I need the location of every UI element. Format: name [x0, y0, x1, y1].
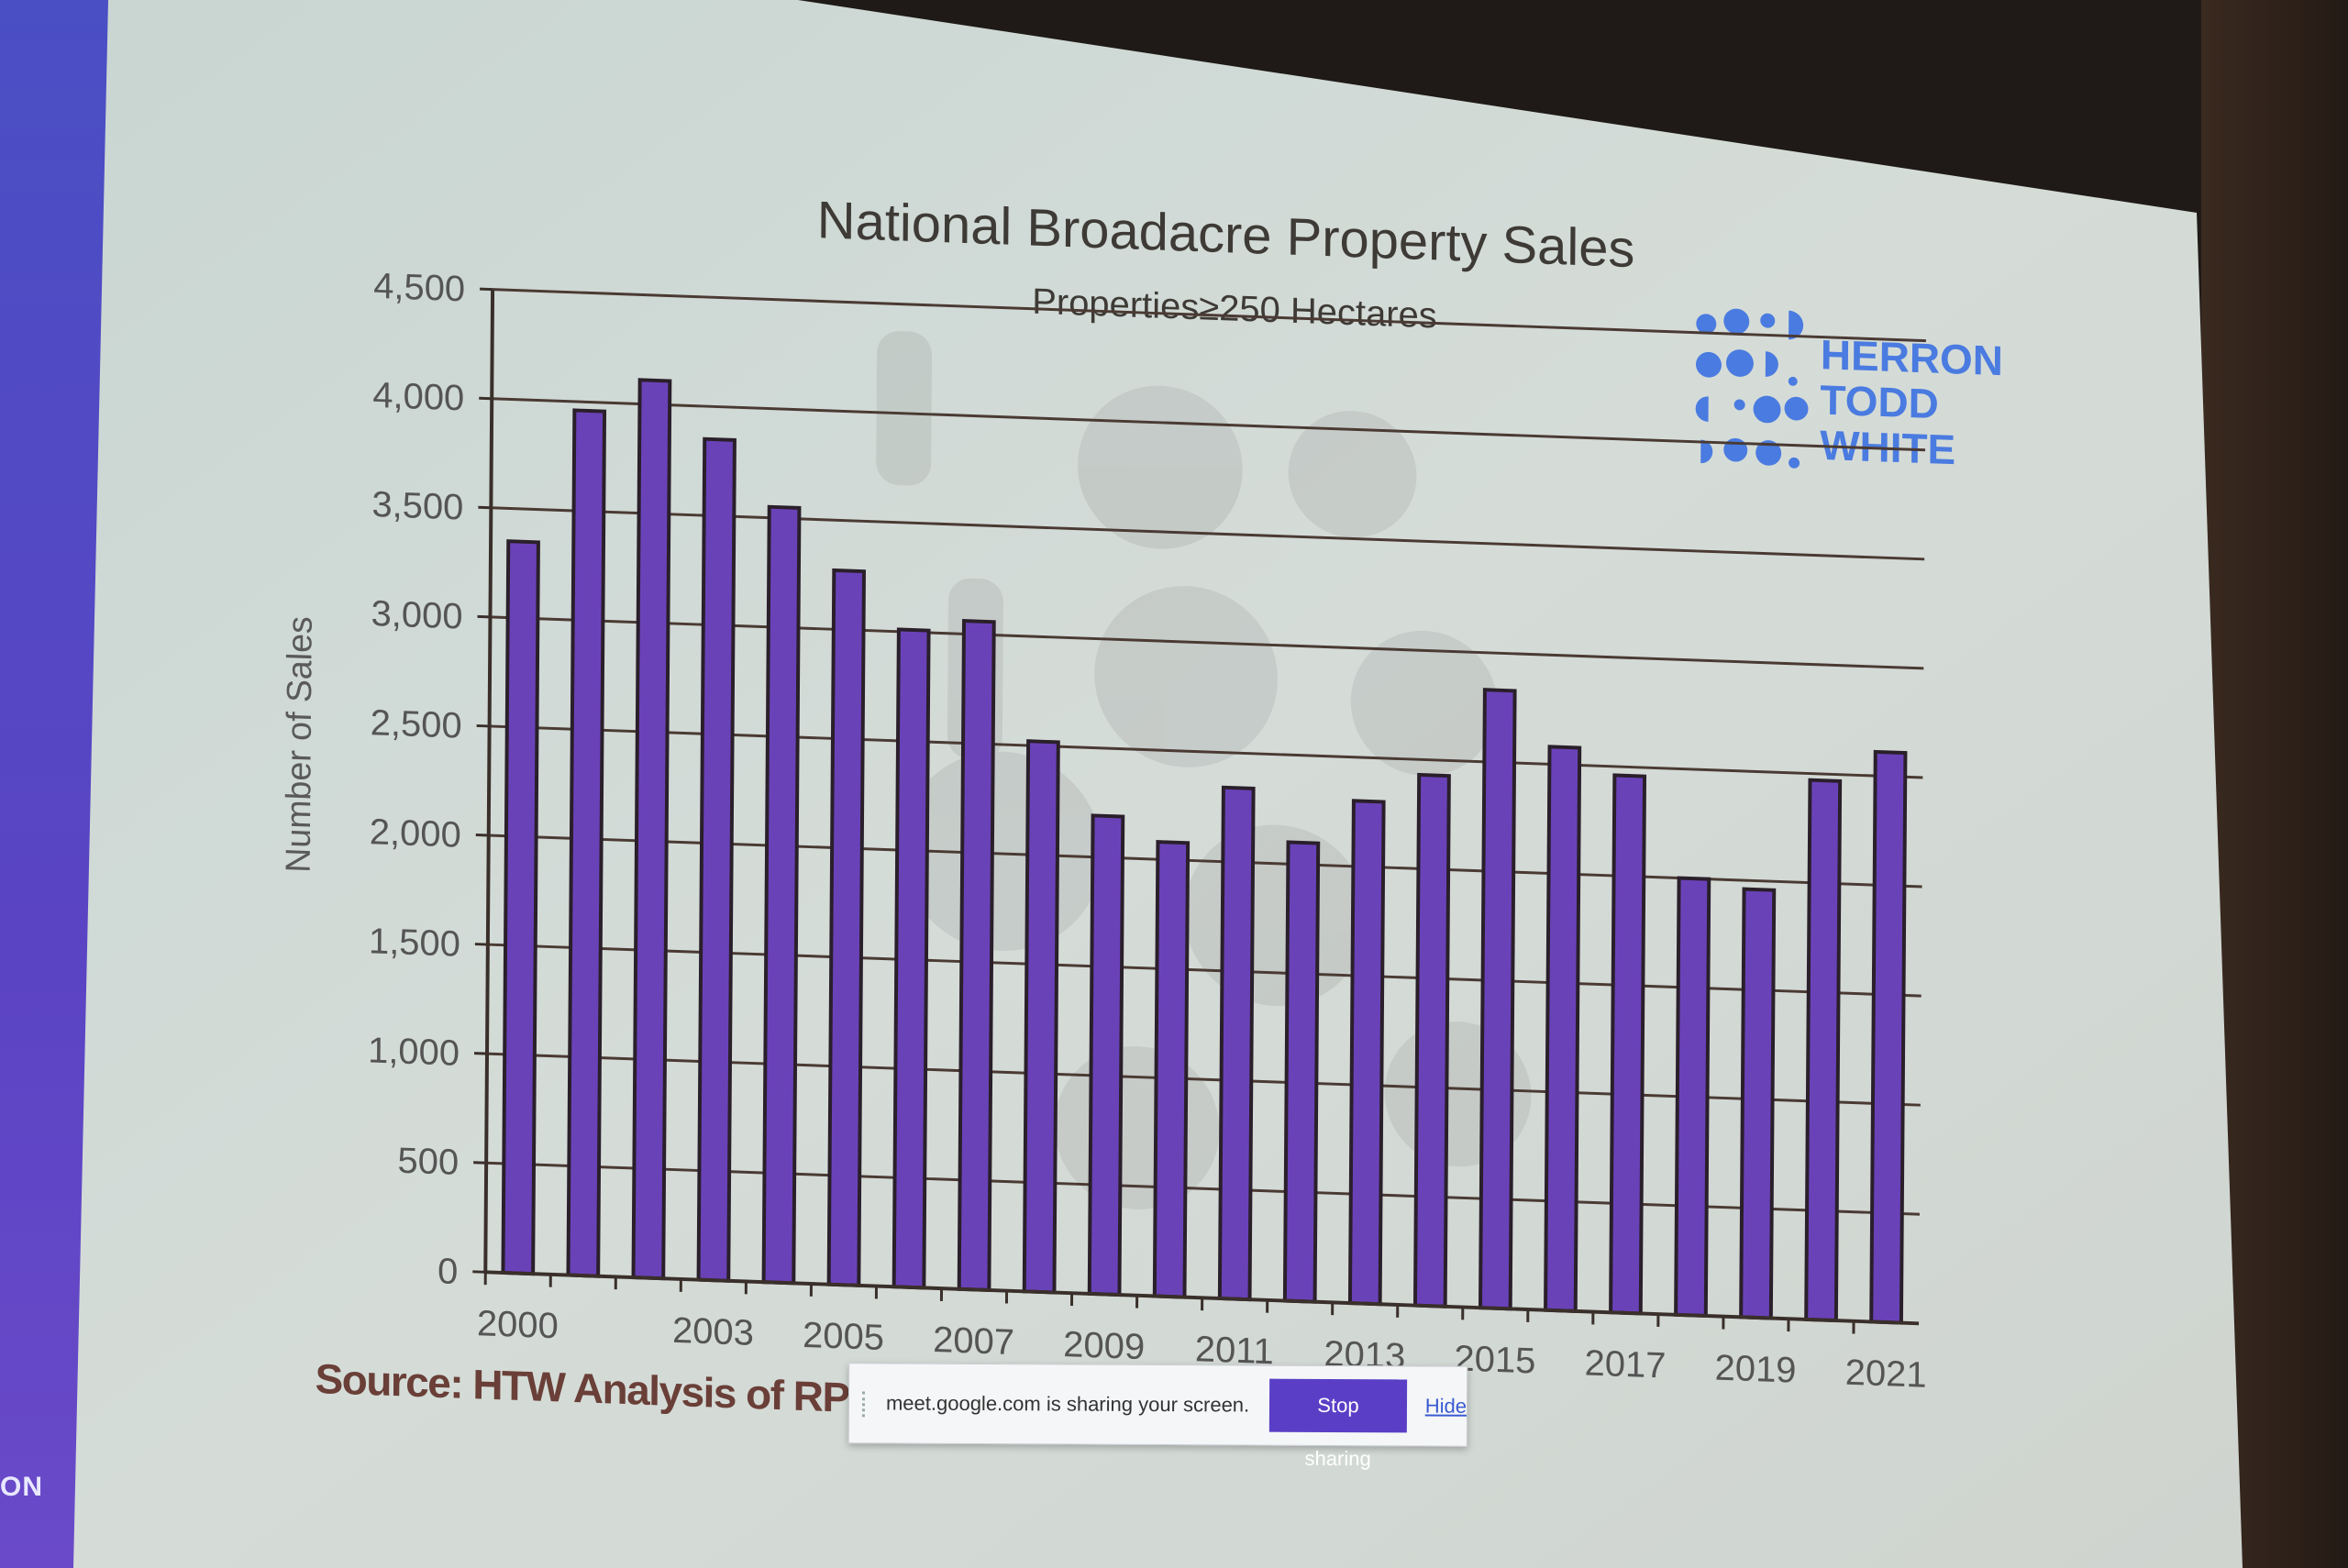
- y-tick-label: 1,500: [369, 921, 460, 964]
- bar-2008: [1022, 739, 1060, 1295]
- y-tick-label: 2,500: [371, 702, 462, 745]
- y-tick-mark: [474, 1052, 488, 1055]
- drag-handle-icon[interactable]: [861, 1391, 873, 1418]
- hide-link[interactable]: Hide: [1424, 1394, 1468, 1418]
- y-tick-label: 2,000: [370, 812, 461, 855]
- x-tick-label: 2021: [1845, 1353, 1927, 1396]
- y-tick-mark: [480, 287, 493, 292]
- bar-2006: [892, 627, 931, 1290]
- bar-2017: [1609, 773, 1647, 1316]
- y-axis-ticks: 0 500 1,000 1,500 2,000 2,500 3,000 3,500 4,000 4…: [368, 266, 493, 1292]
- y-tick-label: 3,000: [371, 593, 462, 636]
- y-tick-mark: [475, 834, 489, 837]
- bar-2019: [1739, 887, 1777, 1320]
- bar-2009: [1087, 813, 1125, 1297]
- bar-2014: [1412, 772, 1451, 1309]
- x-tick-label: 2009: [1063, 1324, 1145, 1367]
- y-axis-line: [483, 289, 495, 1273]
- bar-2012: [1282, 840, 1321, 1304]
- bar-2010: [1152, 840, 1191, 1299]
- grid-line: [492, 397, 1926, 452]
- share-message: meet.google.com is sharing your screen.: [885, 1391, 1250, 1417]
- bar-2002: [631, 378, 672, 1281]
- x-tick-label: 2017: [1584, 1343, 1666, 1386]
- y-tick-mark: [478, 505, 492, 510]
- x-tick-label: 2005: [803, 1315, 884, 1358]
- bar-2001: [566, 408, 607, 1278]
- bar-2020: [1804, 778, 1843, 1323]
- bar-2011: [1217, 785, 1256, 1302]
- bar-2007: [957, 619, 996, 1293]
- bar-2021: [1869, 749, 1908, 1325]
- y-tick-label: 4,000: [372, 375, 464, 418]
- logo-dot-mark: [1695, 308, 1809, 469]
- bar-2005: [826, 568, 867, 1287]
- x-tick-label: 2015: [1454, 1339, 1535, 1382]
- y-tick-label: 4,500: [373, 266, 465, 309]
- stop-sharing-button[interactable]: Stop sharing: [1269, 1378, 1407, 1470]
- y-tick-mark: [473, 1161, 487, 1165]
- grid-line: [493, 288, 1926, 343]
- x-tick-label: 2000: [477, 1303, 559, 1346]
- bar-2013: [1347, 799, 1386, 1307]
- left-panel-text: ON: [0, 1472, 43, 1502]
- y-tick-label: 0: [437, 1251, 459, 1292]
- x-tick-label: 2007: [933, 1320, 1014, 1363]
- logo-text-todd: TODD: [1820, 377, 1939, 427]
- y-tick-mark: [474, 943, 488, 946]
- bar-2015: [1478, 688, 1517, 1311]
- y-tick-label: 3,500: [371, 484, 463, 527]
- y-tick-mark: [477, 614, 491, 619]
- y-tick-label: 1,000: [368, 1031, 460, 1074]
- bar-2016: [1544, 745, 1582, 1313]
- x-tick-label: 2019: [1714, 1348, 1796, 1391]
- bar-2018: [1674, 876, 1711, 1319]
- x-axis-line: [485, 1270, 1920, 1326]
- x-axis-ticks: 2000 2003 2005 2007 2009 2011 2013 2015 2017 2019…: [477, 1272, 1927, 1396]
- y-tick-label: 500: [397, 1141, 459, 1183]
- x-tick-label: 2003: [672, 1310, 754, 1353]
- y-tick-mark: [476, 723, 490, 728]
- bar-2004: [761, 504, 802, 1286]
- y-tick-mark: [472, 1270, 486, 1274]
- y-tick-mark: [479, 396, 493, 401]
- screen-share-banner: meet.google.com is sharing your screen. …: [847, 1363, 1468, 1470]
- bar-2000: [501, 539, 540, 1276]
- y-axis-label: Number of Sales: [278, 615, 318, 873]
- bar-2003: [696, 436, 737, 1283]
- bar-series: [501, 378, 1908, 1325]
